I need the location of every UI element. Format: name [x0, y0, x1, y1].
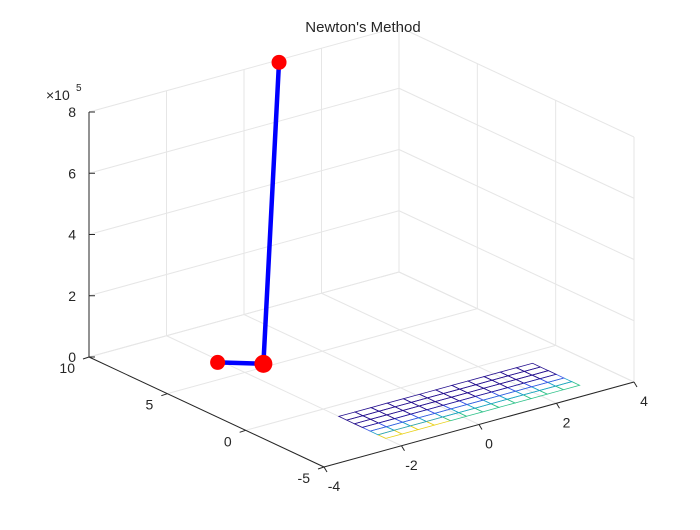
x-tick-mark-4 [633, 381, 638, 388]
x-tick-mark-3 [556, 402, 560, 409]
floor-grid-x-3 [321, 292, 557, 404]
surface-cell-7-5 [450, 380, 477, 390]
sidewall-grid-z-4 [398, 26, 635, 138]
x-tick-label-0: -4 [328, 478, 341, 494]
x-tick-label-3: 2 [563, 414, 571, 430]
x-tick-mark-0 [323, 466, 328, 473]
series-line-0 [217, 62, 282, 367]
backwall-grid-z-3 [88, 87, 400, 174]
surface-cell-2-5 [369, 402, 397, 412]
y-tick-mark-0 [317, 466, 325, 470]
z-exponent-base: ×10 [46, 87, 70, 103]
backwall-grid-z-4 [88, 26, 400, 113]
z-exponent-power: 5 [76, 83, 82, 94]
floor-grid-y-2 [167, 308, 478, 395]
floor-grid-x-2 [243, 314, 480, 425]
z-exponent: ×10 5 [46, 83, 82, 103]
x-tick-label-4: 4 [640, 393, 648, 409]
z-tick-label-3: 6 [68, 165, 76, 181]
surface-cell-5-5 [418, 389, 445, 399]
series-point-2 [271, 54, 287, 70]
grid-lines [88, 26, 635, 468]
y-tick-label-3: 10 [59, 360, 75, 376]
z-tick-label-4: 8 [68, 104, 76, 120]
x-tick-mark-1 [401, 445, 405, 452]
backwall-grid-z-0 [88, 271, 400, 358]
series-point-0 [210, 354, 226, 370]
y-axis-line [88, 356, 325, 468]
floor-grid-y-1 [245, 344, 556, 431]
sidewall-grid-z-3 [398, 87, 635, 199]
series-point-1 [254, 354, 273, 373]
surface-mesh [337, 362, 581, 439]
backwall-grid-z-1 [88, 210, 400, 297]
y-tick-label-2: 5 [146, 397, 154, 413]
surface-cell-3-5 [386, 398, 413, 408]
y-tick-mark-2 [161, 393, 168, 397]
axes [82, 111, 638, 473]
series-newton-iterates [210, 54, 287, 373]
x-tick-mark-2 [478, 424, 483, 430]
z-tick-label-0: 0 [68, 349, 76, 365]
z-tick-label-2: 4 [68, 227, 76, 243]
surface-cell-8-5 [466, 376, 494, 386]
x-tick-label-2: 0 [485, 436, 493, 452]
y-tick-label-1: 0 [224, 433, 232, 449]
z-tick-label-1: 2 [68, 288, 76, 304]
sidewall-grid-z-2 [398, 149, 635, 260]
surface-cell-0-5 [337, 411, 364, 421]
chart-title: Newton's Method [305, 19, 420, 36]
y-tick-mark-1 [239, 429, 246, 433]
y-tick-mark-3 [82, 356, 90, 360]
surface-cell-6-5 [434, 384, 461, 394]
sidewall-grid-z-1 [398, 210, 635, 322]
backwall-grid-z-2 [88, 149, 400, 235]
surface-cell-11-5 [515, 362, 542, 372]
sidewall-grid-z-0 [398, 271, 635, 383]
surface-cell-1-5 [353, 407, 381, 417]
surface-cell-10-5 [499, 367, 526, 377]
y-tick-label-0: -5 [298, 470, 311, 486]
x-tick-label-1: -2 [405, 457, 418, 473]
